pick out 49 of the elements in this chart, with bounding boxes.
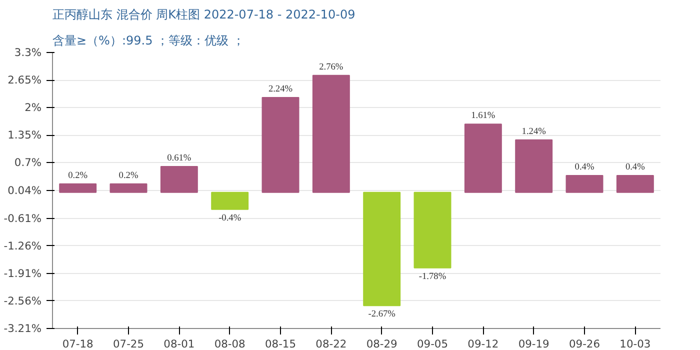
y-tick-label: 2% bbox=[24, 101, 42, 114]
x-tick-label: 09-26 bbox=[569, 338, 600, 350]
bar bbox=[59, 183, 97, 193]
data-label: 0.4% bbox=[574, 162, 594, 172]
x-tick-label: 08-22 bbox=[316, 338, 347, 350]
data-label: 2.76% bbox=[319, 62, 344, 72]
bar bbox=[110, 183, 148, 193]
x-tick-label: 10-03 bbox=[620, 338, 651, 350]
data-label: 1.61% bbox=[471, 111, 496, 122]
y-tick-label: 2.65% bbox=[8, 74, 42, 87]
bar bbox=[414, 192, 452, 268]
y-tick-label: -3.21% bbox=[4, 322, 42, 335]
x-tick-label: 07-25 bbox=[113, 338, 144, 350]
data-label: -1.78% bbox=[418, 272, 446, 282]
data-label: 0.2% bbox=[118, 170, 138, 181]
x-tick-label: 08-29 bbox=[366, 338, 398, 350]
data-label: 0.4% bbox=[625, 162, 646, 172]
bar bbox=[262, 96, 300, 193]
bar bbox=[312, 74, 350, 193]
x-tick-label: 09-12 bbox=[468, 338, 499, 350]
chart-title: 正丙醇山东 混合价 周K柱图 2022-07-18 - 2022-10-09 bbox=[52, 8, 356, 22]
x-tick-label: 09-19 bbox=[518, 338, 550, 350]
data-label: 0.2% bbox=[68, 170, 88, 181]
bar bbox=[211, 192, 249, 210]
y-tick-label: -1.26% bbox=[4, 239, 42, 252]
bar bbox=[566, 174, 604, 193]
bar bbox=[464, 124, 502, 193]
data-label: 0.61% bbox=[167, 154, 192, 164]
data-label: -2.67% bbox=[368, 310, 396, 320]
y-tick-label: 0.04% bbox=[8, 184, 42, 198]
y-tick-label: -2.56% bbox=[4, 294, 42, 308]
x-tick-label: 09-05 bbox=[417, 338, 448, 350]
bar bbox=[160, 166, 198, 193]
bar bbox=[515, 139, 553, 193]
y-tick-label: 1.35% bbox=[8, 128, 42, 142]
bar bbox=[616, 174, 654, 193]
y-tick-label: 0.7% bbox=[14, 156, 42, 170]
x-tick-label: 08-15 bbox=[265, 338, 296, 350]
x-tick-label: 07-18 bbox=[62, 338, 94, 350]
x-tick-label: 08-01 bbox=[164, 338, 195, 350]
data-label: -0.4% bbox=[218, 213, 242, 224]
data-label: 2.24% bbox=[268, 84, 293, 94]
data-label: 1.24% bbox=[522, 126, 546, 137]
bar bbox=[363, 192, 401, 306]
x-tick-label: 08-08 bbox=[214, 338, 246, 350]
y-tick-label: -1.91% bbox=[4, 266, 42, 280]
y-tick-label: -0.61% bbox=[4, 212, 42, 225]
y-tick-label: 3.3% bbox=[14, 46, 42, 59]
chart-subtitle: 含量≥（%）:99.5 ；等级：优级 ； bbox=[52, 34, 244, 48]
